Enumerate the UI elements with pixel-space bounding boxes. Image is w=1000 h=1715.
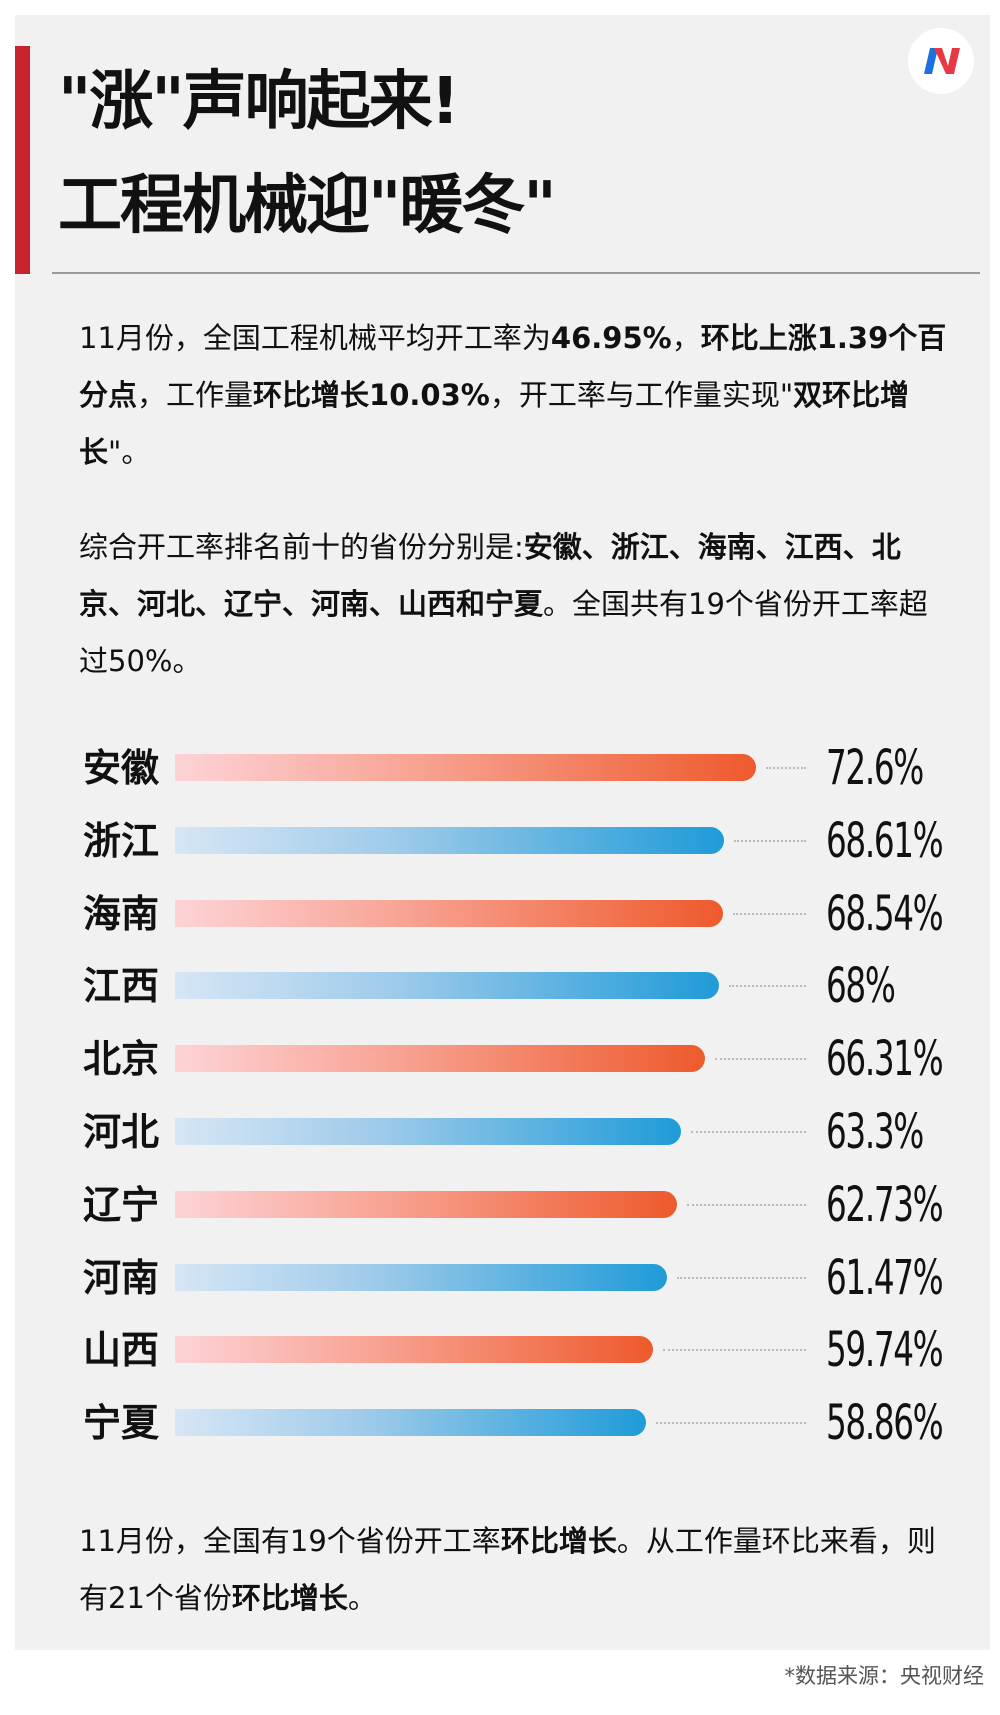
bar-row: 江西 68%: [0, 956, 1000, 1016]
bold-text: 46.95%: [550, 321, 672, 355]
value-label: 63.3%: [826, 1104, 924, 1160]
ranking-paragraph: 综合开工率排名前十的省份分别是:安徽、浙江、海南、江西、北京、河北、辽宁、河南、…: [79, 519, 949, 690]
category-label: 海南: [83, 891, 160, 936]
category-label: 江西: [83, 964, 160, 1009]
text: "。: [108, 435, 151, 469]
text: 11月份，全国工程机械平均开工率为: [79, 321, 551, 355]
bar-row: 浙江 68.61%: [0, 811, 1000, 871]
value-label: 58.86%: [826, 1395, 944, 1452]
bold-text: 环比增长: [500, 1524, 617, 1558]
value-label: 66.31%: [826, 1031, 944, 1088]
leader-dots: [733, 839, 806, 842]
category-label: 河南: [83, 1255, 160, 1300]
category-label: 辽宁: [83, 1182, 160, 1227]
bar: [175, 1190, 677, 1218]
text: ，工作量: [137, 378, 254, 412]
bold-text: 环比增长: [231, 1581, 348, 1615]
value-label: 68.61%: [826, 812, 944, 869]
bold-text: 环比上涨1.39个百分点: [79, 321, 947, 412]
text: 。从工作量环比来看，则有21个省份: [79, 1524, 936, 1615]
text: 综合开工率排名前十的省份分别是:: [79, 530, 524, 564]
value-label: 59.74%: [826, 1322, 944, 1379]
leader-dots: [729, 985, 806, 988]
leader-dots: [765, 767, 806, 769]
category-label: 宁夏: [83, 1401, 160, 1446]
bar-row: 山西 59.74%: [0, 1320, 1000, 1380]
category-label: 河北: [83, 1110, 160, 1154]
n-logo-icon: [908, 28, 974, 94]
bold-text: 双环比增长: [79, 378, 910, 469]
category-label: 北京: [83, 1037, 160, 1082]
bar: [175, 826, 724, 854]
text: ，开工率与工作量实现": [489, 378, 794, 412]
page-title: "涨"声响起来! 工程机械迎"暖冬": [58, 50, 557, 258]
bar: [175, 972, 719, 1000]
leader-dots: [655, 1422, 806, 1425]
bold-text: 环比增长10.03%: [253, 378, 490, 412]
leader-dots: [715, 1058, 806, 1061]
bar-row: 河北 63.3%: [0, 1102, 1000, 1162]
category-label: 山西: [83, 1328, 160, 1373]
bold-text: 安徽、浙江、海南、江西、北京、河北、辽宁、河南、山西和宁夏: [79, 530, 901, 621]
category-label: 浙江: [83, 818, 160, 863]
bar-row: 安徽 72.6%: [0, 738, 1000, 798]
bar: [175, 1336, 653, 1364]
leader-dots: [676, 1276, 806, 1279]
bar: [175, 1409, 646, 1437]
bar-row: 海南 68.54%: [0, 884, 1000, 944]
value-label: 72.6%: [826, 740, 924, 796]
leader-dots: [662, 1349, 806, 1352]
leader-dots: [686, 1203, 806, 1206]
bar-row: 河南 61.47%: [0, 1248, 1000, 1308]
bar-row: 宁夏 58.86%: [0, 1393, 1000, 1453]
bar: [175, 1263, 667, 1291]
leader-dots: [733, 912, 806, 915]
growth-paragraph: 11月份，全国有19个省份开工率环比增长。从工作量环比来看，则有21个省份环比增…: [79, 1513, 949, 1627]
category-label: 安徽: [83, 746, 160, 790]
bar: [175, 899, 724, 927]
text: 。全国共有19个省份开工率超过50%。: [79, 587, 928, 678]
bar: [175, 754, 756, 781]
value-label: 61.47%: [826, 1249, 944, 1306]
bar: [175, 1118, 682, 1145]
text: 11月份，全国有19个省份开工率: [79, 1524, 501, 1558]
bar-row: 辽宁 62.73%: [0, 1175, 1000, 1235]
text: ，: [671, 321, 701, 355]
summary-paragraph: 11月份，全国工程机械平均开工率为46.95%，环比上涨1.39个百分点，工作量…: [79, 310, 949, 481]
value-label: 68%: [826, 958, 896, 1015]
text: 。: [347, 1581, 377, 1615]
title-accent-bar: [15, 46, 30, 274]
leader-dots: [691, 1131, 806, 1133]
title-line-2: 工程机械迎"暖冬": [58, 169, 557, 243]
value-label: 68.54%: [826, 885, 944, 942]
bar-row: 北京 66.31%: [0, 1029, 1000, 1089]
data-source: *数据来源：央视财经: [784, 1664, 985, 1688]
value-label: 62.73%: [826, 1176, 944, 1233]
title-divider: [52, 272, 980, 274]
title-line-1: "涨"声响起来!: [58, 65, 460, 139]
bar: [175, 1045, 706, 1073]
